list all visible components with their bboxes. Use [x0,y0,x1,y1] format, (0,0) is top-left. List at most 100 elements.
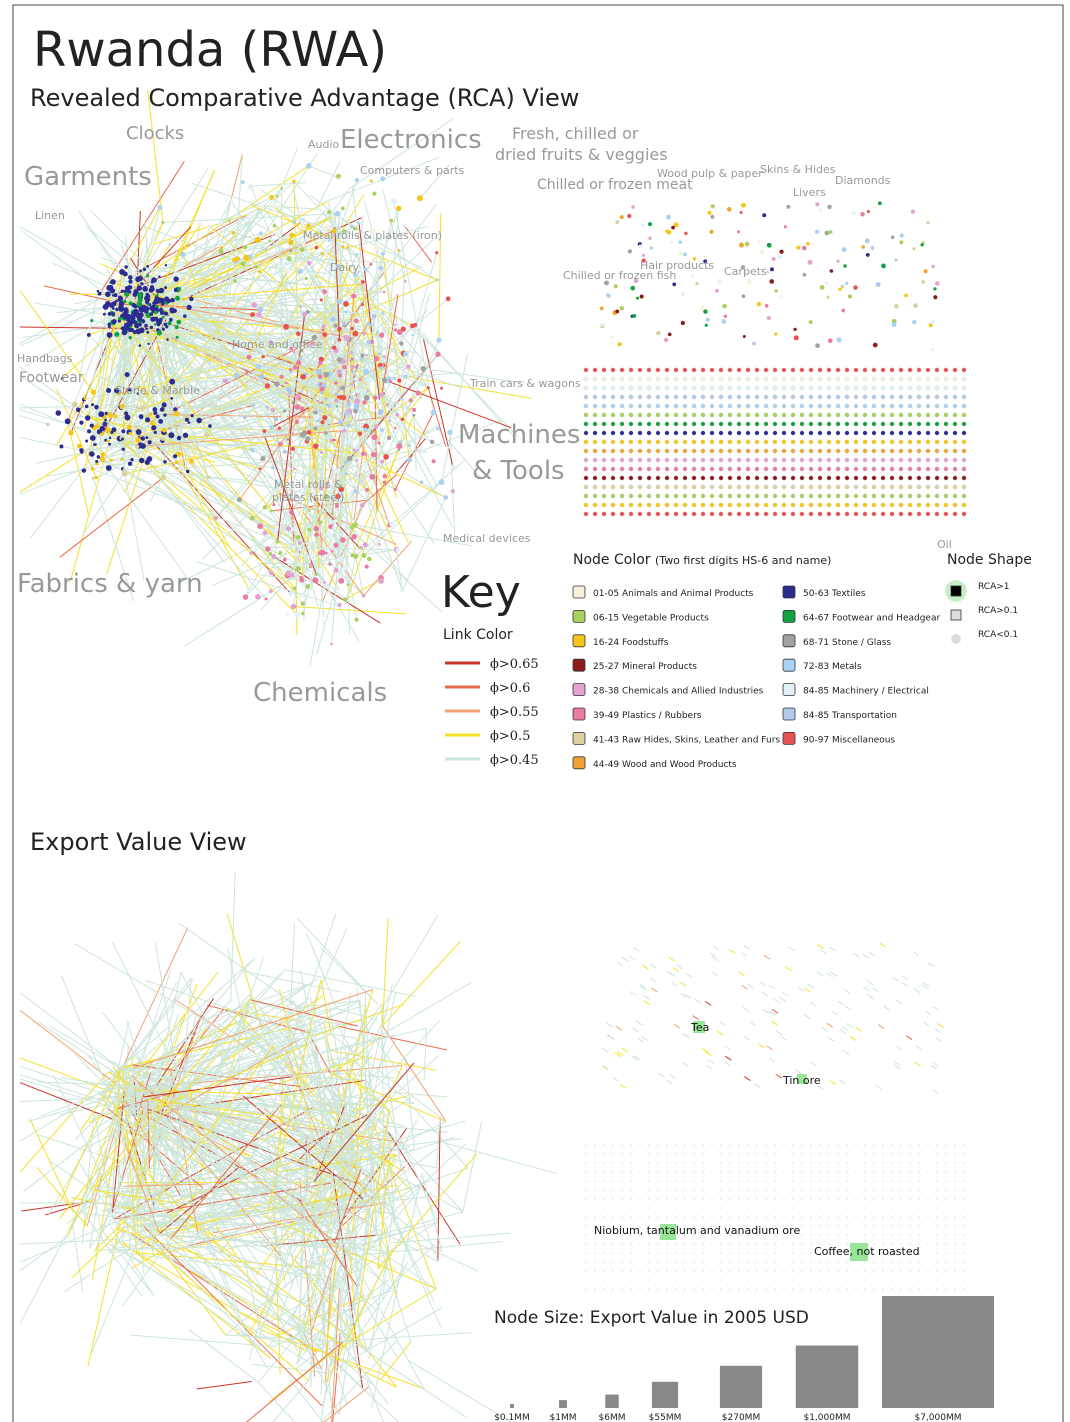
node [918,1189,920,1191]
node [307,241,314,248]
node [333,542,339,548]
link [121,927,189,1069]
link [147,89,164,223]
node [165,325,169,329]
link [102,460,317,575]
node [691,484,697,490]
node [898,412,904,418]
node [862,484,868,490]
link [375,1117,464,1213]
node [891,1225,893,1227]
node [840,284,845,289]
node [153,430,157,435]
link [19,405,83,409]
node [855,1234,857,1236]
node [121,437,125,441]
node [628,448,634,454]
node [335,586,341,592]
node [790,511,796,517]
node [927,1153,929,1155]
node [332,263,338,269]
node [124,291,130,297]
node [761,267,766,272]
node [132,329,137,335]
cluster-label: plates (steel) [272,491,344,504]
node [736,403,742,409]
node [603,1189,605,1191]
node [774,1162,776,1164]
node [367,556,372,562]
node [648,1270,650,1272]
node [322,332,328,337]
node [346,399,351,403]
node [316,568,321,573]
node [801,1261,803,1263]
node [916,430,922,436]
link [92,478,135,602]
node [891,1198,893,1200]
node [387,376,392,380]
node [682,430,688,436]
node [377,399,382,404]
node [729,1252,731,1254]
node [450,464,456,470]
node [711,1234,713,1236]
node [927,1216,929,1218]
link [19,290,94,393]
node [343,480,347,484]
node [340,466,344,470]
node [828,1261,830,1263]
link [19,1065,140,1107]
node [754,367,760,373]
node [718,403,724,409]
link [390,1232,511,1244]
link [761,991,769,997]
link [608,1035,615,1041]
link [334,1158,367,1192]
node [828,1252,830,1254]
link [98,1188,324,1208]
node [837,1207,839,1209]
node [934,457,940,463]
node [447,429,453,435]
node [182,432,189,438]
node [740,265,746,270]
node [592,421,598,427]
node [265,405,270,409]
node [307,508,311,512]
node [260,456,266,462]
node [764,304,769,308]
node [862,475,868,481]
node [122,423,125,427]
node [637,367,643,373]
node [909,1162,911,1164]
link [362,1039,373,1192]
node [347,455,353,462]
node [747,1261,749,1263]
link [149,304,294,450]
node [693,1225,695,1227]
node [637,421,643,427]
link [412,325,520,439]
node [715,288,719,293]
node [817,376,823,382]
node [240,261,246,267]
node [961,430,967,436]
link [621,956,629,962]
node [729,1288,731,1290]
node [646,430,652,436]
node [894,258,898,262]
node [716,278,722,284]
node [772,466,778,472]
node [853,439,859,445]
node [655,475,661,481]
node [646,385,652,391]
node [365,353,368,357]
node [637,493,643,499]
node [336,369,342,374]
node [135,429,142,435]
node [610,448,616,454]
node [234,251,239,256]
node [853,394,859,400]
link [937,1023,944,1028]
